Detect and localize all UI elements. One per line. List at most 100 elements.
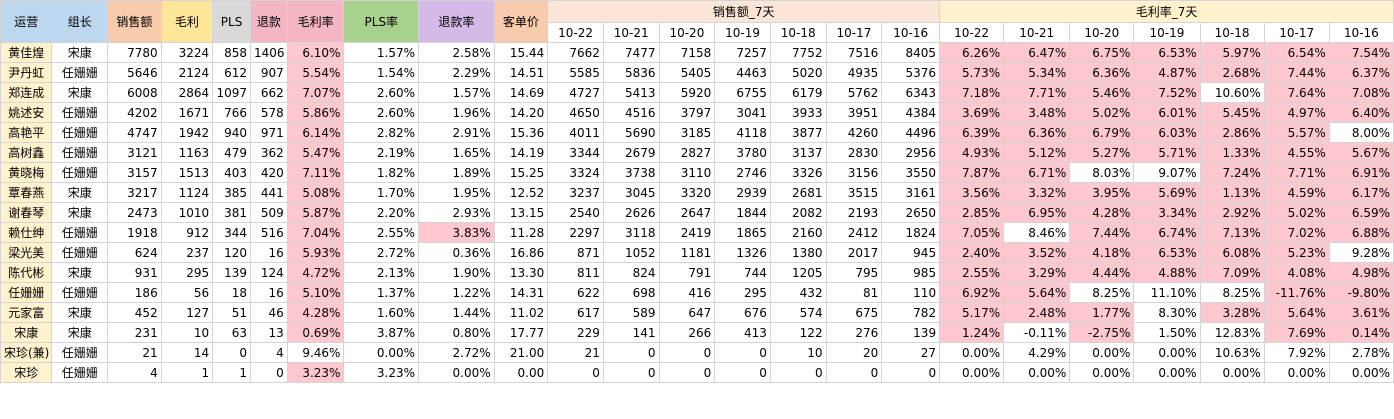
pls-rate-cell: 2.19% bbox=[343, 142, 420, 163]
refund-cell: 0 bbox=[249, 362, 288, 383]
sales-cell: 2473 bbox=[107, 202, 162, 223]
sales-7d-cell: 0 bbox=[658, 342, 716, 363]
gross-cell: 1 bbox=[160, 362, 214, 383]
margin-7d-cell: 6.88% bbox=[1328, 222, 1394, 243]
sales-7d-cell: 229 bbox=[547, 322, 604, 343]
margin-rate-cell: 5.93% bbox=[286, 242, 345, 263]
margin-rate-cell: 5.54% bbox=[286, 62, 345, 83]
sales-cell: 624 bbox=[107, 242, 162, 263]
refund-rate-cell: 2.91% bbox=[418, 122, 495, 143]
sales-7d-cell: 3324 bbox=[547, 162, 604, 183]
margin-7d-cell: 1.50% bbox=[1133, 322, 1201, 343]
sales-7d-cell: 4516 bbox=[602, 102, 660, 123]
sales-table: 运营 组长 销售额 毛利 PLS 退款 毛利率 PLS率 退款率 客单价 销售额… bbox=[0, 0, 1394, 383]
margin-7d-cell: 5.69% bbox=[1133, 182, 1201, 203]
margin-7d-cell: 3.29% bbox=[1003, 262, 1071, 283]
margin-7d-cell: 2.68% bbox=[1199, 62, 1265, 83]
refund-cell: 4 bbox=[249, 342, 288, 363]
margin-7d-cell: -9.80% bbox=[1328, 282, 1394, 303]
margin-7d-cell: 5.57% bbox=[1263, 122, 1330, 143]
margin-7d-cell: 2.78% bbox=[1328, 342, 1394, 363]
date-header-s7: 10-16 bbox=[881, 22, 941, 43]
date-header-m7: 10-21 bbox=[1003, 22, 1071, 43]
operator-cell: 任姗姗 bbox=[0, 282, 53, 303]
sales-7d-cell: 3161 bbox=[881, 182, 941, 203]
margin-7d-cell: 9.07% bbox=[1133, 162, 1201, 183]
operator-cell: 黄佳煌 bbox=[0, 42, 53, 63]
pls-rate-cell: 2.60% bbox=[343, 102, 420, 123]
avg-price-cell: 14.31 bbox=[493, 282, 549, 303]
sales-7d-cell: 4650 bbox=[547, 102, 604, 123]
sales-7d-cell: 27 bbox=[881, 342, 941, 363]
sales-cell: 4202 bbox=[107, 102, 162, 123]
margin-7d-cell: 3.69% bbox=[939, 102, 1005, 123]
sales-7d-cell: 4011 bbox=[547, 122, 604, 143]
margin-7d-cell: 4.93% bbox=[939, 142, 1005, 163]
sales-cell: 186 bbox=[107, 282, 162, 303]
pls-rate-cell: 2.60% bbox=[343, 82, 420, 103]
margin-7d-cell: 3.28% bbox=[1199, 302, 1265, 323]
refund-cell: 907 bbox=[249, 62, 288, 83]
sales-7d-cell: 3045 bbox=[602, 182, 660, 203]
gross-cell: 127 bbox=[160, 302, 214, 323]
sales-7d-cell: 5376 bbox=[881, 62, 941, 83]
date-header-m7: 10-20 bbox=[1069, 22, 1135, 43]
refund-rate-cell: 0.80% bbox=[418, 322, 495, 343]
refund-rate-cell: 0.00% bbox=[418, 362, 495, 383]
table-row: 郑连成 宋康 6008 2864 1097 662 7.07% 2.60% 1.57% 14.69… bbox=[0, 82, 1394, 103]
gross-cell: 14 bbox=[160, 342, 214, 363]
sales-7d-cell: 0 bbox=[658, 362, 716, 383]
margin-rate-cell: 4.28% bbox=[286, 302, 345, 323]
sales-7d-cell: 675 bbox=[825, 302, 883, 323]
pls-rate-cell: 2.82% bbox=[343, 122, 420, 143]
pls-cell: 0 bbox=[212, 342, 251, 363]
sales-7d-cell: 0 bbox=[714, 342, 771, 363]
margin-7d-cell: 7.44% bbox=[1069, 222, 1135, 243]
leader-cell: 任姗姗 bbox=[51, 122, 109, 143]
margin-rate-cell: 5.47% bbox=[286, 142, 345, 163]
sales-7d-cell: 1824 bbox=[881, 222, 941, 243]
refund-cell: 124 bbox=[249, 262, 288, 283]
margin-7d-cell: 10.60% bbox=[1199, 82, 1265, 103]
sales-7d-cell: 4260 bbox=[825, 122, 883, 143]
sales-7d-cell: 824 bbox=[602, 262, 660, 283]
operator-cell: 宋珍 bbox=[0, 362, 53, 383]
header-sales-7d: 销售额_7天 bbox=[547, 0, 941, 23]
leader-cell: 宋康 bbox=[51, 302, 109, 323]
avg-price-cell: 21.00 bbox=[493, 342, 549, 363]
sales-7d-cell: 5690 bbox=[602, 122, 660, 143]
avg-price-cell: 13.15 bbox=[493, 202, 549, 223]
margin-rate-cell: 5.87% bbox=[286, 202, 345, 223]
margin-7d-cell: 4.29% bbox=[1003, 342, 1071, 363]
margin-rate-cell: 6.14% bbox=[286, 122, 345, 143]
table-row: 宋珍(兼) 任姗姗 21 14 0 4 9.46% 0.00% 2.72% 21.00 21 0 0 0 1… bbox=[0, 342, 1394, 363]
sales-7d-cell: 3797 bbox=[658, 102, 716, 123]
sales-7d-cell: 3515 bbox=[825, 182, 883, 203]
margin-7d-cell: 0.00% bbox=[939, 362, 1005, 383]
refund-cell: 662 bbox=[249, 82, 288, 103]
date-header-m7: 10-19 bbox=[1133, 22, 1201, 43]
pls-cell: 381 bbox=[212, 202, 251, 223]
sales-7d-cell: 3550 bbox=[881, 162, 941, 183]
sales-7d-cell: 7516 bbox=[825, 42, 883, 63]
margin-7d-cell: 4.98% bbox=[1328, 262, 1394, 283]
margin-7d-cell: 8.30% bbox=[1133, 302, 1201, 323]
sales-7d-cell: 5762 bbox=[825, 82, 883, 103]
pls-cell: 385 bbox=[212, 182, 251, 203]
pls-cell: 940 bbox=[212, 122, 251, 143]
sales-7d-cell: 2017 bbox=[825, 242, 883, 263]
date-header-m7: 10-16 bbox=[1328, 22, 1394, 43]
sales-7d-cell: 266 bbox=[658, 322, 716, 343]
margin-7d-cell: 6.26% bbox=[939, 42, 1005, 63]
sales-7d-cell: 698 bbox=[602, 282, 660, 303]
margin-7d-cell: 6.59% bbox=[1328, 202, 1394, 223]
operator-cell: 梁光美 bbox=[0, 242, 53, 263]
sales-7d-cell: 3156 bbox=[825, 162, 883, 183]
avg-price-cell: 11.02 bbox=[493, 302, 549, 323]
margin-7d-cell: 1.33% bbox=[1199, 142, 1265, 163]
operator-cell: 覃春燕 bbox=[0, 182, 53, 203]
sales-7d-cell: 1326 bbox=[714, 242, 771, 263]
margin-7d-cell: 1.13% bbox=[1199, 182, 1265, 203]
table-row: 高艳平 任姗姗 4747 1942 940 971 6.14% 2.82% 2.91% 15.36… bbox=[0, 122, 1394, 143]
margin-7d-cell: 5.97% bbox=[1199, 42, 1265, 63]
